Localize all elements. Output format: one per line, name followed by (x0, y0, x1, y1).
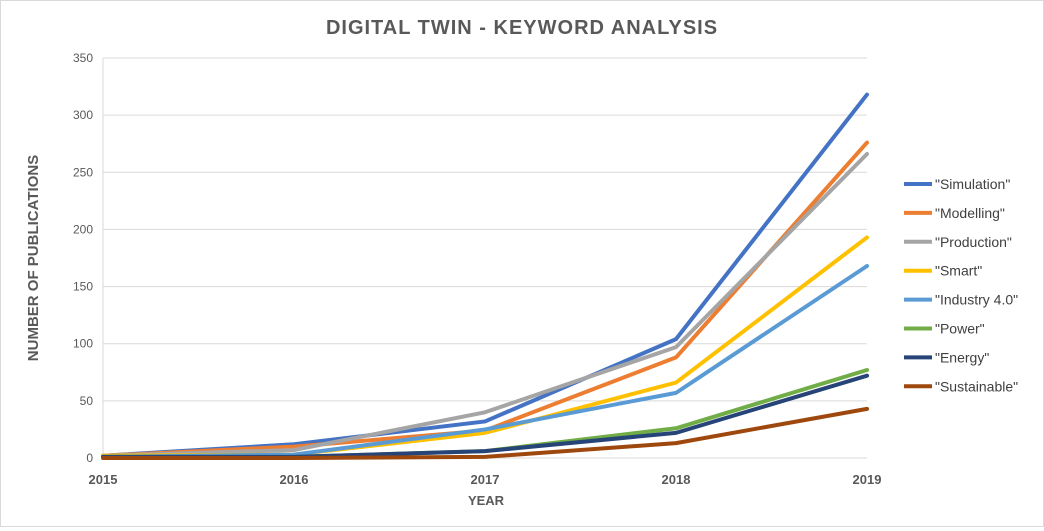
y-tick-label: 200 (73, 222, 93, 236)
series-line (101, 92, 869, 458)
legend-item: "Energy" (935, 349, 989, 365)
x-axis-label: YEAR (468, 493, 505, 508)
legend-item: "Simulation" (935, 176, 1010, 192)
series-line (101, 152, 869, 458)
y-tick-label: 0 (86, 451, 93, 465)
legend: "Simulation" "Modelling" "Production" "Smar… (904, 176, 1018, 394)
y-tick-label: 350 (73, 51, 93, 65)
x-tick-label: 2015 (89, 472, 118, 487)
y-axis-label: NUMBER OF PUBLICATIONS (25, 155, 42, 361)
x-tick-label: 2016 (280, 472, 309, 487)
y-axis-ticks: 0 50 100 150 200 250 300 350 (73, 51, 93, 465)
gridlines (102, 57, 867, 459)
series-line (101, 373, 869, 459)
y-tick-label: 250 (73, 165, 93, 179)
y-tick-label: 300 (73, 108, 93, 122)
y-tick-label: 50 (80, 394, 94, 408)
legend-item: "Sustainable" (935, 378, 1018, 394)
series-line (101, 406, 869, 460)
x-tick-label: 2018 (662, 472, 691, 487)
y-tick-label: 100 (73, 337, 93, 351)
chart-title: DIGITAL TWIN - KEYWORD ANALYSIS (326, 17, 718, 39)
x-tick-label: 2019 (853, 472, 882, 487)
series-lines (101, 92, 869, 460)
legend-item: "Production" (935, 234, 1012, 250)
x-tick-label: 2017 (471, 472, 500, 487)
legend-item: "Industry 4.0" (935, 292, 1018, 308)
legend-item: "Modelling" (935, 205, 1005, 221)
y-tick-label: 150 (73, 280, 93, 294)
legend-item: "Power" (935, 321, 985, 337)
x-axis-ticks: 2015 2016 2017 2018 2019 (89, 472, 882, 487)
legend-item: "Smart" (935, 263, 982, 279)
